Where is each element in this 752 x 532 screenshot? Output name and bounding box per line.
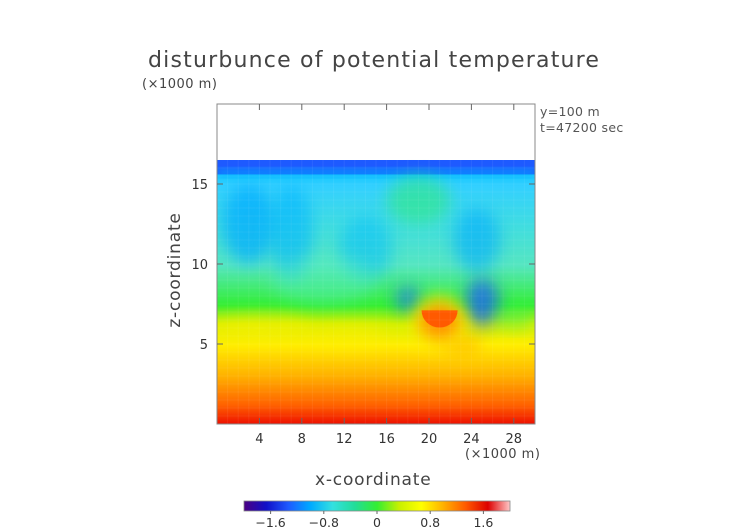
z-unit-label: (×1000 m) [142, 77, 218, 92]
field-top-fade [217, 169, 535, 176]
field-blob-plume-left-2 [270, 184, 313, 280]
colorbar-tick-label: −0.8 [309, 515, 339, 530]
field-blob-plume-right [453, 208, 501, 272]
time-label: t=47200 sec [540, 120, 624, 135]
x-axis-title: x-coordinate [315, 470, 432, 490]
colorbar-tick-label: 0 [373, 515, 381, 530]
x-tick-label: 28 [506, 432, 523, 447]
field-blob-green-patch [386, 176, 451, 224]
field-blob-cold-anomaly [465, 278, 499, 327]
x-tick-label: 4 [255, 432, 263, 447]
y-level-label: y=100 m [540, 104, 600, 119]
ticks-layer: 4 8 12 16 20 24 28 5 10 15 [191, 104, 535, 447]
field-blob-yellow-lens-mid [301, 323, 387, 349]
colorbar: −1.6 −0.8 0 0.8 1.6 [243, 500, 511, 530]
colorbar-tick-label: −1.6 [255, 515, 285, 530]
field-blob-mid-band [270, 256, 376, 304]
y-tick-label: 5 [200, 338, 208, 353]
x-unit-label: (×1000 m) [465, 447, 541, 462]
field-layer [217, 160, 535, 424]
y-tick-label: 15 [191, 178, 208, 193]
colorbar-bar [243, 500, 511, 512]
field-blob-cold-anomaly-2 [395, 286, 421, 313]
x-tick-label: 24 [463, 432, 480, 447]
warm-bubble-core [421, 310, 458, 328]
x-tick-label: 8 [298, 432, 306, 447]
colorbar-tick-label: 1.6 [473, 515, 493, 530]
field-blob-plume-left [222, 184, 276, 264]
x-tick-label: 12 [336, 432, 353, 447]
colorbar-tick-label: 0.8 [420, 515, 440, 530]
chart-title: disturbunce of potential temperature [148, 48, 601, 73]
x-tick-label: 16 [378, 432, 395, 447]
field-blob-yellow-lens-left [217, 315, 313, 341]
field-blob-green-edge [492, 308, 535, 328]
x-tick-label: 20 [421, 432, 438, 447]
y-tick-label: 10 [191, 258, 208, 273]
